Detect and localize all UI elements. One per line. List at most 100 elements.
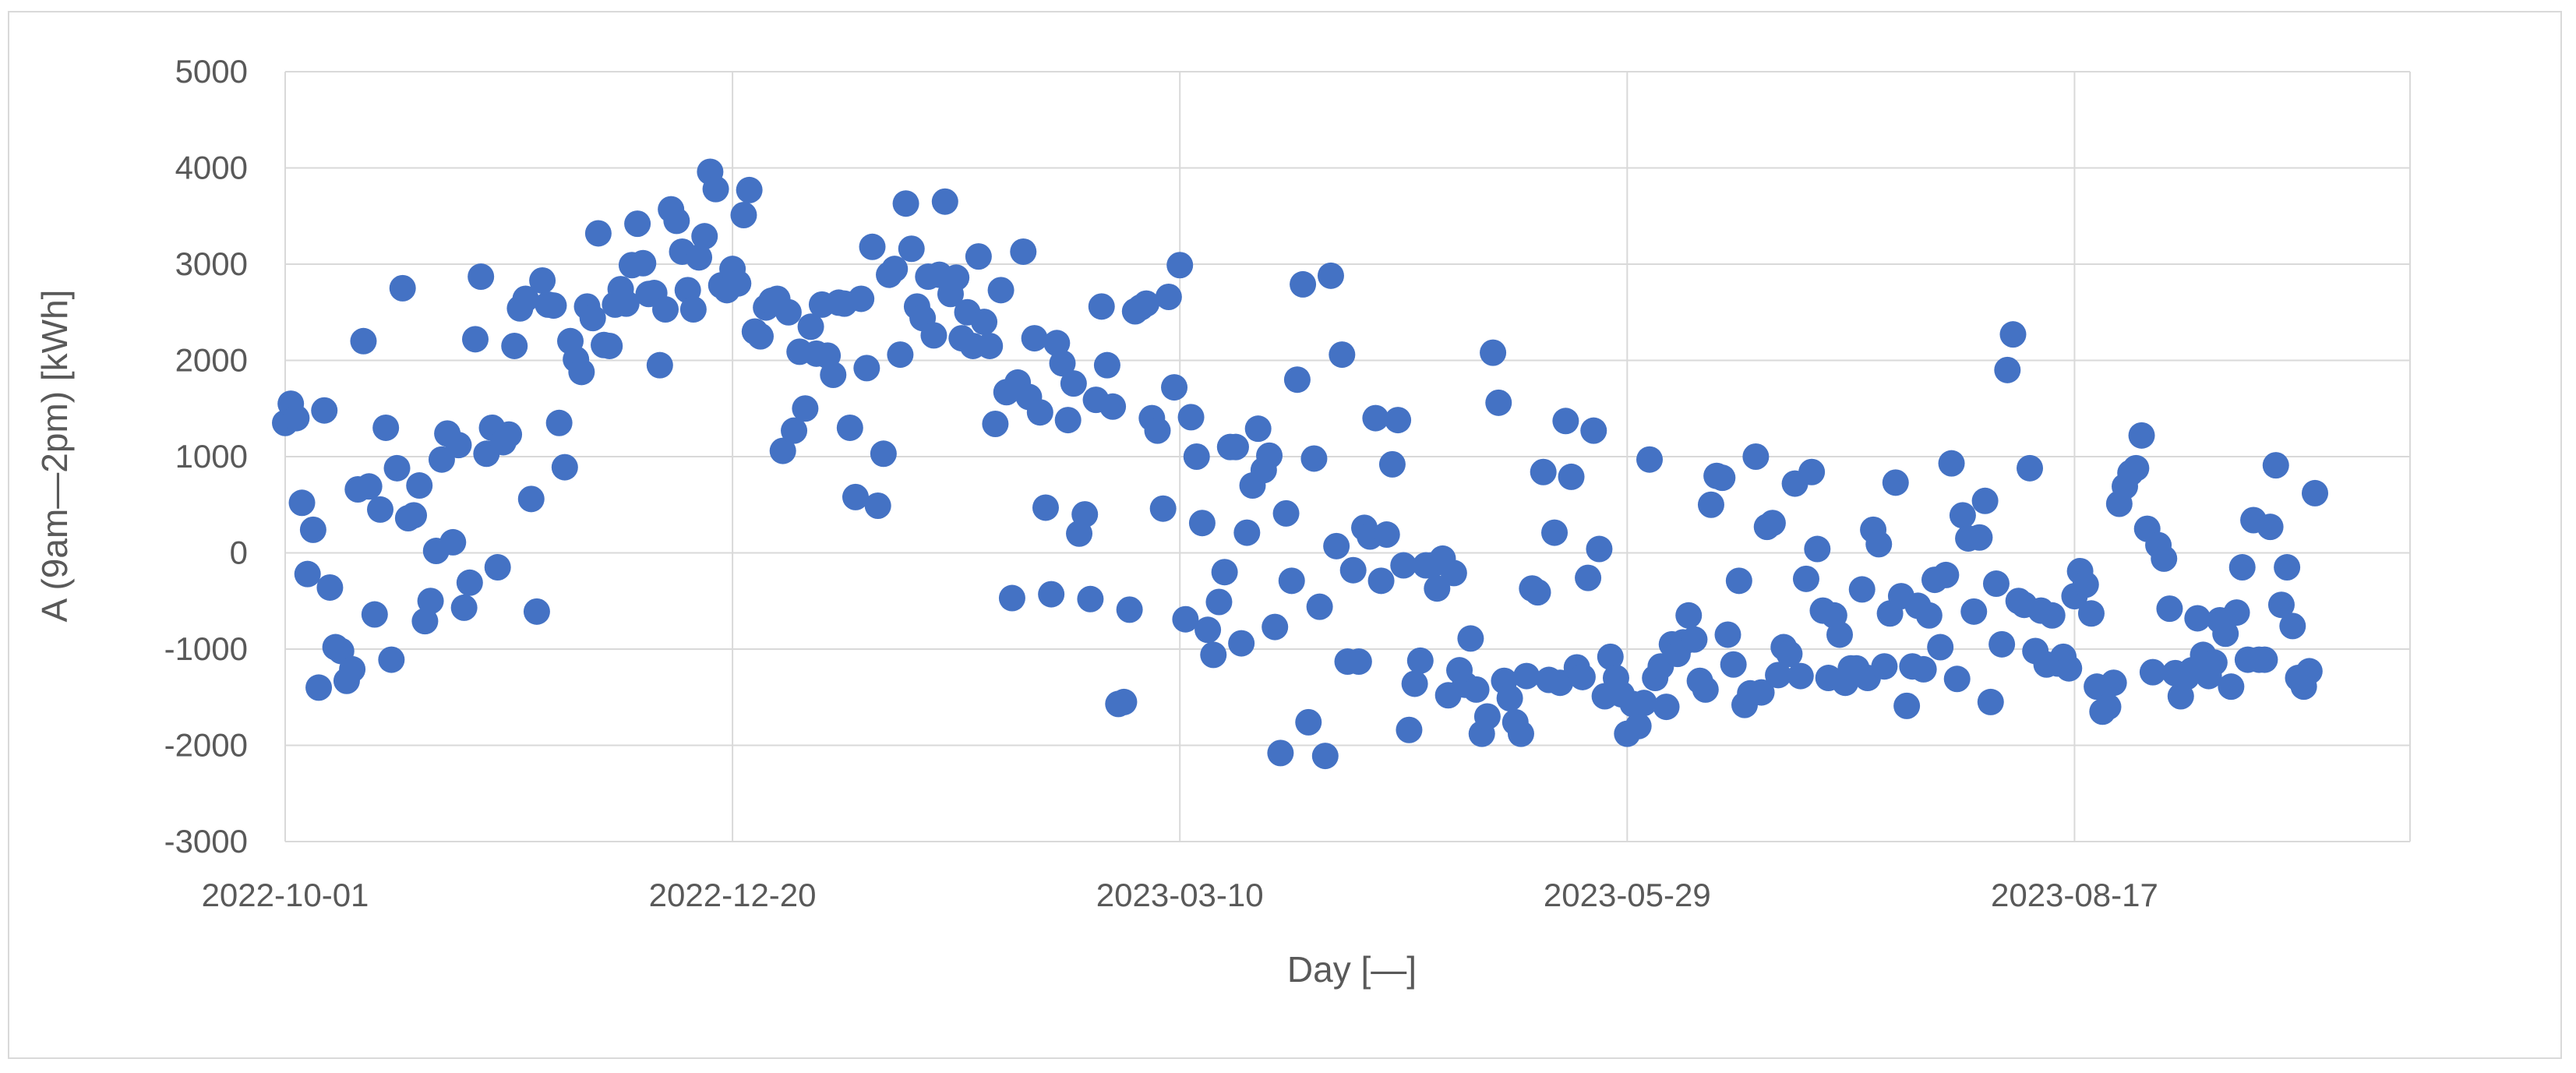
data-point bbox=[1524, 579, 1551, 606]
data-point bbox=[584, 220, 612, 247]
data-point bbox=[2072, 571, 2099, 598]
data-point bbox=[1396, 716, 1423, 743]
data-point bbox=[2251, 646, 2278, 673]
data-point bbox=[943, 264, 970, 291]
data-point bbox=[1586, 535, 1613, 563]
data-point bbox=[1440, 559, 1467, 587]
data-point bbox=[1569, 663, 1596, 690]
data-point bbox=[1283, 366, 1311, 394]
data-point bbox=[2218, 673, 2245, 701]
data-point bbox=[1798, 458, 1826, 485]
data-point bbox=[881, 256, 909, 283]
data-point bbox=[372, 414, 400, 441]
data-point bbox=[1272, 499, 1300, 527]
data-point bbox=[2123, 454, 2150, 482]
data-point bbox=[1697, 491, 1724, 518]
data-point bbox=[1161, 374, 1188, 401]
data-point bbox=[920, 322, 947, 349]
data-point bbox=[1133, 290, 1160, 317]
y-axis-ticks: -3000 -2000 -1000 0 1000 2000 3000 4000 5000 bbox=[164, 53, 248, 859]
data-point bbox=[1552, 408, 1579, 435]
data-point bbox=[2017, 454, 2044, 482]
data-point bbox=[417, 588, 444, 615]
x-tick-label: 2023-05-29 bbox=[1544, 877, 1711, 913]
x-tick-label: 2022-10-01 bbox=[202, 877, 369, 913]
data-point bbox=[775, 298, 802, 326]
data-point bbox=[1507, 720, 1534, 747]
data-point bbox=[1949, 502, 1976, 529]
y-tick-label: 1000 bbox=[175, 438, 248, 475]
data-point bbox=[1323, 532, 1350, 559]
data-point bbox=[2139, 658, 2166, 686]
data-point bbox=[1406, 647, 1434, 674]
data-point bbox=[730, 202, 757, 229]
data-point bbox=[1994, 356, 2021, 383]
data-point bbox=[1032, 494, 1059, 521]
data-point bbox=[517, 485, 545, 513]
data-point bbox=[2212, 620, 2239, 648]
data-point bbox=[702, 175, 729, 203]
data-point bbox=[1848, 576, 1876, 603]
data-point bbox=[1200, 641, 1227, 669]
data-point bbox=[1966, 524, 1993, 551]
data-point bbox=[1714, 621, 1741, 648]
data-point bbox=[898, 235, 925, 263]
data-point bbox=[691, 223, 718, 250]
data-point bbox=[2223, 599, 2250, 627]
data-point bbox=[1915, 602, 1943, 629]
data-point bbox=[836, 414, 863, 441]
data-point bbox=[2302, 479, 2329, 506]
y-axis-title: A (9am—2pm) [kWh] bbox=[34, 290, 75, 623]
data-point bbox=[820, 362, 847, 389]
y-tick-label: 2000 bbox=[175, 342, 248, 379]
data-point bbox=[1021, 325, 1048, 352]
data-point bbox=[1999, 321, 2027, 348]
x-tick-label: 2023-03-10 bbox=[1096, 877, 1264, 913]
data-point bbox=[529, 266, 556, 294]
data-point bbox=[456, 569, 483, 596]
data-point bbox=[1362, 404, 1389, 432]
data-point bbox=[1597, 643, 1624, 670]
data-point bbox=[2038, 602, 2066, 629]
data-point bbox=[892, 190, 919, 217]
data-point bbox=[1792, 565, 1819, 592]
data-point bbox=[1547, 669, 1574, 697]
data-point bbox=[1345, 648, 1372, 676]
data-point bbox=[1910, 655, 1937, 683]
data-point bbox=[1625, 712, 1652, 739]
data-point bbox=[1977, 688, 2004, 715]
data-point bbox=[1194, 616, 1222, 644]
data-point bbox=[1653, 694, 1680, 721]
data-point bbox=[523, 598, 550, 625]
data-point bbox=[2262, 452, 2289, 479]
data-point bbox=[663, 207, 690, 235]
data-point bbox=[1329, 341, 1356, 369]
data-point bbox=[1390, 552, 1417, 579]
data-point bbox=[1893, 692, 1921, 719]
data-point bbox=[299, 516, 326, 543]
data-point bbox=[450, 594, 478, 621]
data-point bbox=[1496, 684, 1523, 711]
data-point bbox=[1960, 598, 1988, 625]
data-point bbox=[1480, 339, 1507, 366]
data-point bbox=[1295, 708, 1322, 736]
y-tick-label: -1000 bbox=[164, 630, 248, 667]
y-tick-label: 5000 bbox=[175, 53, 248, 90]
data-point bbox=[976, 332, 1004, 359]
data-point bbox=[1339, 556, 1367, 584]
data-point bbox=[2279, 612, 2306, 640]
data-point bbox=[1804, 535, 1831, 563]
data-point bbox=[1099, 393, 1127, 420]
data-point bbox=[1211, 559, 1238, 586]
data-point bbox=[1267, 739, 1294, 767]
data-point bbox=[288, 489, 316, 517]
data-point bbox=[1116, 596, 1143, 623]
x-tick-label: 2023-08-17 bbox=[1991, 877, 2158, 913]
data-point bbox=[2295, 658, 2323, 685]
data-point bbox=[1982, 570, 2010, 598]
data-point bbox=[579, 305, 606, 332]
data-point bbox=[769, 437, 796, 464]
data-point bbox=[1205, 588, 1233, 616]
data-point bbox=[1558, 463, 1585, 490]
